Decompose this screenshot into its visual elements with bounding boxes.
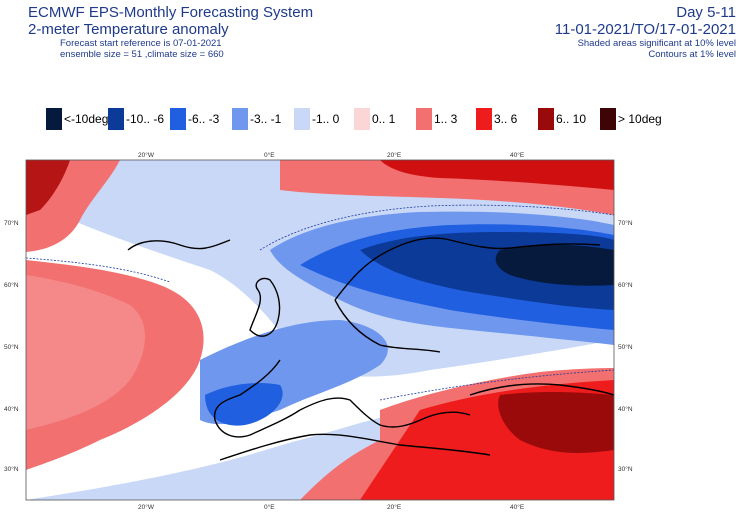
legend-swatch [232, 108, 248, 130]
legend-swatch [538, 108, 554, 130]
field-iberia-cold [205, 383, 283, 426]
legend-item: -10.. -6 [108, 108, 164, 130]
coast-mediterranean-north [299, 397, 471, 428]
lon-label-bottom: 40°E [510, 504, 525, 511]
lat-label-right: 70°N [618, 220, 633, 227]
legend-label: 1.. 3 [434, 112, 458, 126]
legend-item: -6.. -3 [170, 108, 219, 130]
lat-label-left: 50°N [4, 344, 19, 351]
legend-item: > 10deg [600, 108, 662, 130]
legend-swatch [294, 108, 310, 130]
coast-iceland [127, 239, 231, 251]
legend-swatch [600, 108, 616, 130]
legend-label: > 10deg [618, 112, 662, 126]
coast-iberia [213, 359, 301, 438]
ensemble-size-text: ensemble size = 51 ,climate size = 660 [60, 49, 224, 60]
legend-label: -6.. -3 [188, 112, 220, 126]
lat-label-left: 30°N [4, 466, 19, 473]
map-frame [25, 159, 615, 501]
legend-label: -1.. 0 [312, 112, 340, 126]
field-greenland-strong [26, 160, 70, 215]
date-range: 11-01-2021/TO/17-01-2021 [554, 21, 736, 38]
map-area: 20°W 0°E 20°E 40°E 20°W 0°E 20°E 40°E 70… [0, 148, 742, 516]
contour-line [379, 369, 614, 401]
legend-item: 1.. 3 [416, 108, 457, 130]
lon-label-top: 20°W [138, 152, 154, 159]
map-field [26, 160, 614, 500]
lat-label-left: 60°N [4, 282, 19, 289]
contours [26, 204, 614, 401]
field-middle-east-hot [498, 391, 614, 453]
legend-item: -1.. 0 [294, 108, 339, 130]
legend-swatch [46, 108, 62, 130]
period-block: Day 5-11 11-01-2021/TO/17-01-2021 Shaded… [555, 4, 736, 60]
field-atlantic-warm-inner [26, 275, 145, 430]
legend-label: 3.. 6 [494, 112, 518, 126]
legend-swatch [416, 108, 432, 130]
legend-item: 6.. 10 [538, 108, 586, 130]
lat-label-left: 70°N [4, 220, 19, 227]
chart-subtitle: 2-meter Temperature anomaly [28, 21, 229, 38]
significance-note: Shaded areas significant at 10% level [577, 38, 736, 49]
legend-label: <-10deg [64, 112, 109, 126]
field-arctic-strong [380, 160, 614, 190]
lat-label-right: 40°N [618, 406, 633, 413]
lon-label-top: 0°E [264, 152, 275, 159]
chart-title: ECMWF EPS-Monthly Forecasting System [28, 4, 314, 21]
field-near-zero [26, 200, 614, 500]
field-north-extreme-cold [495, 244, 614, 286]
lon-label-bottom: 20°W [138, 504, 154, 511]
coastlines [127, 237, 614, 461]
legend-label: -10.. -6 [126, 112, 165, 126]
lon-label-top: 20°E [387, 152, 402, 159]
legend-swatch [170, 108, 186, 130]
legend-label: 0.. 1 [372, 112, 396, 126]
legend-item: 3.. 6 [476, 108, 517, 130]
legend-label: -3.. -1 [250, 112, 282, 126]
lon-label-top: 40°E [510, 152, 525, 159]
contour-line [26, 257, 171, 283]
day-range: Day 5-11 [676, 4, 736, 21]
coast-baltic [334, 299, 441, 353]
legend-item: -3.. -1 [232, 108, 281, 130]
forecast-start-text: Forecast start reference is 07-01-2021 [60, 38, 222, 49]
lon-label-bottom: 20°E [387, 504, 402, 511]
legend-label: 6.. 10 [556, 112, 587, 126]
contour-line [259, 204, 614, 251]
lat-label-left: 40°N [4, 406, 19, 413]
legend-item: 0.. 1 [354, 108, 395, 130]
legend-swatch [354, 108, 370, 130]
lat-label-right: 50°N [618, 344, 633, 351]
coast-scandinavia [334, 237, 601, 301]
lat-label-right: 30°N [618, 466, 633, 473]
coast-black-sea [469, 383, 614, 396]
anomaly-map [25, 159, 615, 501]
title-block: ECMWF EPS-Monthly Forecasting System 2-m… [28, 4, 313, 60]
lat-label-right: 60°N [618, 282, 633, 289]
contour-note: Contours at 1% level [648, 49, 736, 60]
coast-britain [249, 277, 281, 337]
legend-swatch [108, 108, 124, 130]
legend-item: <-10deg [46, 108, 108, 130]
lon-label-bottom: 0°E [264, 504, 275, 511]
legend-swatch [476, 108, 492, 130]
coast-africa-north [219, 433, 491, 461]
